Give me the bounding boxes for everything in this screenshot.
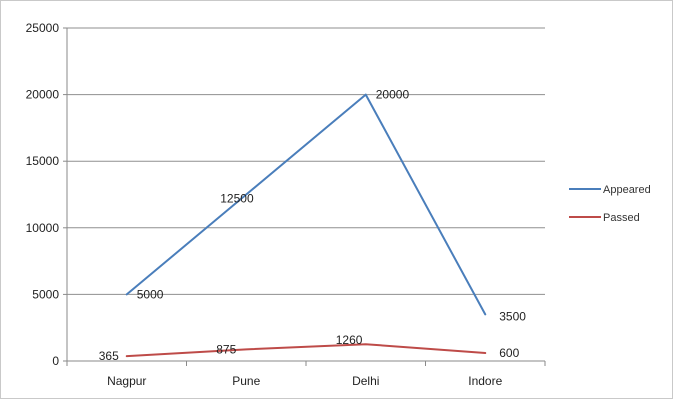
data-label-passed: 1260 [336, 333, 363, 347]
y-tick-label: 20000 [26, 88, 60, 102]
x-tick-label: Delhi [352, 374, 379, 388]
data-label-appeared: 20000 [376, 88, 410, 102]
series-lines [125, 93, 487, 358]
data-label-passed: 875 [216, 342, 236, 356]
y-tick-label: 0 [52, 354, 59, 368]
data-label-passed: 365 [99, 349, 119, 363]
legend-label-appeared: Appeared [603, 184, 651, 196]
x-tick-label: Pune [232, 374, 260, 388]
x-tick-label: Nagpur [107, 374, 146, 388]
series-line-passed [125, 343, 487, 358]
series-line-appeared [125, 93, 487, 316]
data-label-passed: 600 [499, 346, 519, 360]
y-tick-label: 15000 [26, 154, 60, 168]
gridlines [67, 27, 545, 362]
data-label-appeared: 3500 [499, 309, 526, 323]
y-axis: 0 5000 10000 15000 20000 25000 [26, 21, 68, 368]
data-label-appeared: 12500 [220, 192, 254, 206]
y-tick-label: 25000 [26, 21, 60, 35]
data-label-appeared: 5000 [137, 287, 164, 301]
x-tick-label: Indore [468, 374, 502, 388]
x-axis: Nagpur Pune Delhi Indore [66, 361, 546, 388]
y-tick-label: 10000 [26, 221, 60, 235]
legend-label-passed: Passed [603, 212, 640, 224]
y-tick-label: 5000 [32, 287, 59, 301]
data-labels: 5000 12500 20000 3500 365 875 1260 600 [99, 88, 527, 364]
legend: Appeared Passed [569, 184, 651, 224]
